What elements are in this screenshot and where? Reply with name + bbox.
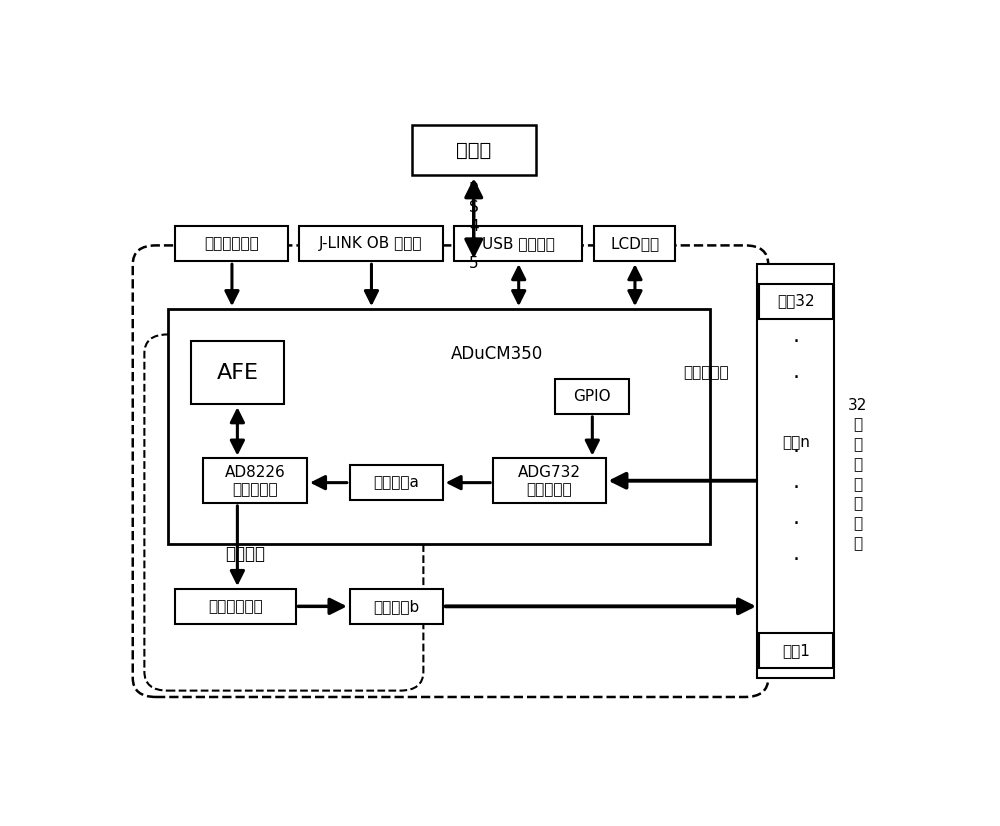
Text: 上位机: 上位机 [456, 140, 491, 159]
Text: AD8226
信号放大器: AD8226 信号放大器 [224, 464, 285, 497]
FancyBboxPatch shape [350, 589, 443, 624]
FancyBboxPatch shape [412, 125, 536, 175]
FancyBboxPatch shape [555, 379, 629, 414]
Text: 阻抗分析仪: 阻抗分析仪 [683, 365, 729, 380]
FancyBboxPatch shape [168, 309, 710, 544]
Text: USB 串行下载: USB 串行下载 [482, 236, 555, 251]
FancyBboxPatch shape [350, 465, 443, 500]
Text: GPIO: GPIO [573, 389, 611, 404]
FancyBboxPatch shape [202, 458, 307, 503]
Text: 电极1: 电极1 [782, 643, 810, 658]
Text: 测量端口b: 测量端口b [373, 599, 419, 614]
Text: ·
·
·
·: · · · · [793, 442, 800, 570]
Text: 静电保护膜块: 静电保护膜块 [208, 599, 263, 614]
FancyBboxPatch shape [594, 226, 675, 261]
FancyBboxPatch shape [175, 589, 296, 624]
Text: 电极n: 电极n [782, 435, 810, 450]
FancyBboxPatch shape [299, 226, 443, 261]
Text: 阻抗测量: 阻抗测量 [225, 545, 265, 563]
Text: 测量端口a: 测量端口a [373, 475, 419, 490]
Text: ADuCM350: ADuCM350 [451, 344, 543, 363]
Text: J-LINK OB 模拟器: J-LINK OB 模拟器 [319, 236, 423, 251]
Text: 32
电
极
阻
抗
传
感
器: 32 电 极 阻 抗 传 感 器 [848, 397, 867, 551]
Text: 外部时钟晶振: 外部时钟晶振 [204, 236, 259, 251]
Text: ADG732
多路复用器: ADG732 多路复用器 [518, 464, 581, 497]
FancyBboxPatch shape [454, 226, 582, 261]
FancyBboxPatch shape [493, 458, 606, 503]
Text: R
S
4
8
5: R S 4 8 5 [468, 182, 479, 271]
FancyBboxPatch shape [759, 283, 833, 319]
FancyBboxPatch shape [191, 341, 284, 405]
FancyBboxPatch shape [759, 634, 833, 668]
FancyBboxPatch shape [175, 226, 288, 261]
Text: AFE: AFE [216, 363, 258, 382]
Text: ·
·: · · [793, 332, 800, 388]
FancyBboxPatch shape [757, 264, 834, 678]
Text: 电极32: 电极32 [777, 293, 815, 309]
Text: LCD显示: LCD显示 [610, 236, 659, 251]
